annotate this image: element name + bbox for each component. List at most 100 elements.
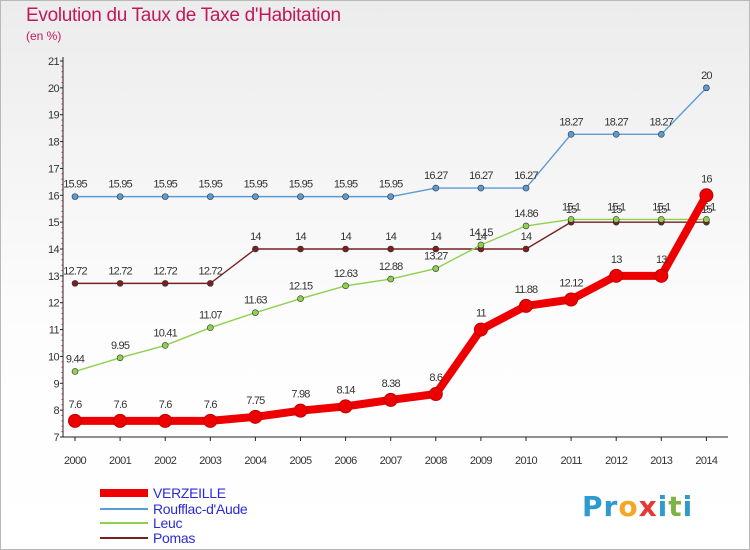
data-label: 8.38	[382, 378, 401, 390]
data-point	[207, 324, 214, 331]
data-label: 18.27	[559, 116, 583, 128]
data-point	[567, 131, 575, 138]
data-label: 11.07	[199, 310, 222, 322]
data-point	[567, 216, 575, 223]
data-label: 7.75	[246, 395, 265, 407]
data-label: 14	[340, 231, 351, 243]
data-point	[342, 245, 349, 253]
legend-label: VERZEILLE	[153, 485, 226, 501]
data-point	[161, 342, 169, 349]
legend-label: Pomas	[153, 530, 195, 546]
data-point	[116, 280, 124, 287]
logo-letter: t	[668, 490, 683, 523]
data-label: 15	[611, 204, 622, 216]
y-tick-label: 15	[48, 217, 60, 229]
y-tick-label: 20	[48, 83, 60, 95]
data-point	[473, 322, 488, 337]
data-point	[342, 282, 349, 290]
x-tick-label: 2006	[335, 455, 358, 467]
data-point	[113, 413, 128, 428]
data-point	[338, 399, 353, 414]
data-point	[564, 292, 579, 307]
x-tick-label: 2013	[650, 455, 673, 467]
x-tick-label: 2010	[515, 455, 538, 467]
data-point	[203, 413, 218, 428]
data-label: 11.88	[515, 284, 538, 296]
data-label: 7.6	[159, 399, 173, 411]
data-point	[387, 275, 395, 283]
data-point	[116, 354, 124, 362]
chart-title: Evolution du Taux de Taxe d'Habitation	[26, 5, 341, 26]
data-point	[522, 245, 530, 253]
data-label: 12.15	[289, 281, 313, 293]
data-label: 9.44	[66, 353, 85, 365]
data-point	[703, 216, 710, 223]
proxiti-logo: Proxiti	[582, 490, 693, 523]
x-tick-label: 2012	[605, 455, 628, 467]
y-tick-label: 12	[48, 298, 60, 310]
data-label: 12.72	[63, 265, 87, 277]
data-label: 15.1	[652, 201, 671, 213]
data-label: 15.95	[334, 179, 358, 191]
data-point	[71, 368, 79, 375]
data-point	[248, 409, 263, 424]
data-point	[252, 309, 259, 316]
logo-letter: P	[582, 490, 604, 523]
data-label: 16.27	[514, 170, 538, 182]
data-point	[387, 193, 395, 200]
data-label: 14.15	[469, 227, 493, 239]
data-point	[297, 245, 304, 253]
data-label: 15.95	[244, 179, 268, 191]
logo-letter: o	[618, 490, 639, 523]
data-point	[699, 188, 714, 203]
data-label: 14	[295, 231, 306, 243]
data-point	[657, 216, 665, 223]
y-tick-label: 10	[48, 351, 60, 363]
data-point	[297, 193, 304, 200]
data-label: 18.27	[650, 116, 674, 128]
x-tick-label: 2000	[64, 455, 87, 467]
data-label: 14	[476, 231, 487, 243]
data-label: 15.95	[379, 179, 403, 191]
logo-letter: x	[638, 490, 658, 523]
data-label: 7.98	[291, 389, 310, 401]
data-point	[161, 193, 169, 200]
data-point	[158, 413, 173, 428]
data-label: 14	[250, 231, 261, 243]
data-label: 7.6	[69, 399, 83, 411]
logo-letter: i	[682, 490, 694, 523]
x-tick-label: 2008	[425, 455, 448, 467]
y-tick-label: 8	[53, 405, 59, 417]
legend-label: Leuc	[153, 515, 182, 531]
y-tick-label: 11	[49, 325, 60, 337]
data-point	[297, 295, 304, 302]
data-label: 15.95	[289, 179, 313, 191]
data-label: 15.1	[607, 201, 626, 213]
y-tick-label: 18	[48, 137, 60, 149]
data-label: 9.95	[111, 340, 130, 352]
data-point	[71, 280, 79, 287]
y-tick-label: 16	[48, 190, 60, 202]
data-label: 11	[476, 308, 487, 320]
x-tick-label: 2005	[289, 455, 312, 467]
data-point	[519, 298, 533, 313]
data-point	[383, 392, 398, 407]
data-label: 16.27	[424, 170, 448, 182]
data-point	[612, 216, 620, 223]
x-tick-label: 2011	[560, 455, 582, 467]
data-point	[522, 184, 530, 192]
data-label: 12.72	[199, 265, 223, 277]
data-point	[387, 245, 395, 253]
logo-letter: r	[603, 490, 619, 523]
x-tick-label: 2014	[695, 455, 718, 467]
data-label: 15.95	[199, 179, 223, 191]
data-point	[522, 222, 530, 230]
data-point	[342, 193, 349, 200]
data-label: 15.95	[153, 179, 177, 191]
data-point	[71, 193, 79, 200]
data-label: 13	[611, 254, 622, 266]
logo-letter: i	[657, 490, 669, 523]
data-label: 15.1	[562, 201, 581, 213]
data-point	[432, 184, 440, 192]
data-point	[207, 193, 214, 200]
